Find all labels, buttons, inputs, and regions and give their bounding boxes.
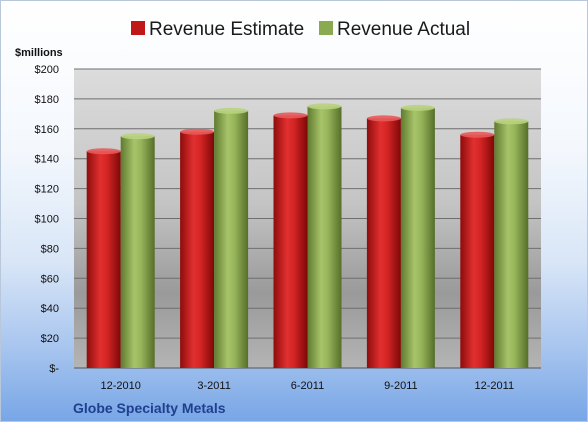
y-tick-label: $- [49,363,59,375]
y-tick-label: $160 [35,124,59,136]
bar-actual-cap [307,103,342,110]
bar-actual [120,136,155,368]
x-tick-label: 6-2011 [291,380,324,392]
y-tick-label: $140 [35,154,59,166]
bars [86,103,529,369]
y-tick-label: $60 [41,273,59,285]
bar-estimate [273,115,308,368]
bar-estimate [86,151,121,368]
x-tick-label: 3-2011 [197,380,230,392]
bar-estimate-cap [366,115,401,122]
y-tick-label: $120 [35,184,59,196]
bar-estimate-cap [86,148,121,155]
bar-estimate-cap [180,128,215,135]
x-tick-label: 9-2011 [384,380,417,392]
bar-actual-cap [400,104,435,111]
x-axis-ticks: 12-2010 3-2011 6-2011 9-2011 12-2011 [101,380,515,392]
company-name: Globe Specialty Metals [73,400,226,416]
y-tick-label: $40 [41,303,59,315]
legend-swatch-estimate [131,21,145,35]
y-axis-unit-label: $millions [15,47,63,59]
bar-actual-cap [120,133,155,140]
y-tick-label: $80 [41,243,59,255]
bar-actual [400,107,435,369]
y-tick-label: $20 [41,333,59,345]
x-tick-label: 12-2011 [475,380,515,392]
bar-actual [494,121,529,368]
bar-estimate-cap [273,112,308,119]
legend-label-estimate: Revenue Estimate [149,19,304,40]
bar-actual [214,110,249,369]
bar-estimate-cap [460,131,495,138]
bar-estimate [366,118,401,369]
bar-estimate [180,131,215,368]
legend-swatch-actual [319,21,333,35]
bar-actual [307,106,342,368]
bar-actual-cap [214,107,249,114]
x-tick-label: 12-2010 [101,380,141,392]
bar-actual-cap [494,118,529,125]
y-tick-label: $200 [35,64,59,76]
y-tick-label: $180 [35,94,59,106]
bar-estimate [460,134,495,368]
y-tick-label: $100 [35,214,59,226]
legend-label-actual: Revenue Actual [337,19,470,40]
y-axis-ticks: $- $20 $40 $60 $80 $100 $120 $140 $160 $180 $200 [35,64,60,375]
legend: Revenue Estimate Revenue Actual [131,19,470,40]
